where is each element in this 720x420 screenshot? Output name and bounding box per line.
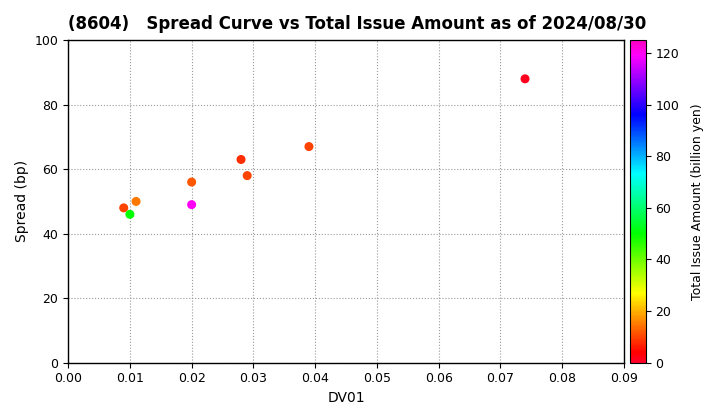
Point [519,76,531,82]
Point [118,205,130,211]
Text: (8604)   Spread Curve vs Total Issue Amount as of 2024/08/30: (8604) Spread Curve vs Total Issue Amoun… [68,15,647,33]
Point [235,156,247,163]
Point [124,211,135,218]
Point [186,201,197,208]
Point [303,143,315,150]
Point [241,172,253,179]
Point [186,178,197,185]
Y-axis label: Spread (bp): Spread (bp) [15,160,29,242]
Y-axis label: Total Issue Amount (billion yen): Total Issue Amount (billion yen) [690,103,703,300]
Point [130,198,142,205]
X-axis label: DV01: DV01 [327,391,365,405]
